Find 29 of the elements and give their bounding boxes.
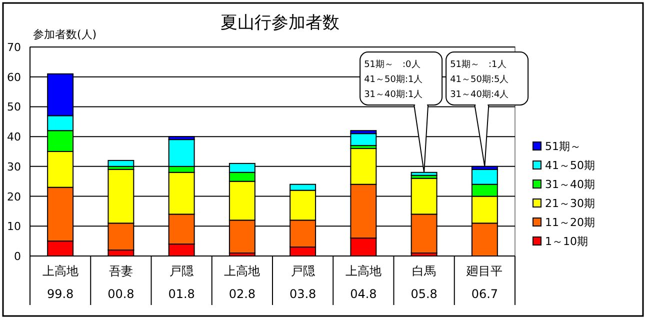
callout: 51期～ :0人 41～50期:1人 31～40期:1人 bbox=[360, 52, 443, 173]
y-tick-label: 60 bbox=[7, 70, 21, 84]
callout: 51期～ :1人 41～50期:5人 31～40期:4人 bbox=[446, 52, 529, 167]
y-tick-label: 50 bbox=[7, 100, 21, 114]
chart-title: 夏山行参加者数 bbox=[220, 13, 340, 33]
bar bbox=[410, 172, 438, 176]
y-tick-label: 20 bbox=[7, 190, 21, 204]
legend-label: 51期～ bbox=[545, 140, 581, 153]
x-tick-label: 吾妻 00.8 bbox=[108, 264, 134, 301]
x-tick-label: 戸隠 03.8 bbox=[289, 264, 316, 301]
legend-label: 11～20期 bbox=[545, 216, 595, 229]
legend-label: 41～50期 bbox=[545, 159, 595, 172]
x-tick-label: 上高地 04.8 bbox=[345, 264, 382, 301]
x-tick-label: 白馬 05.8 bbox=[410, 264, 438, 301]
y-axis-title: 参加者数(人) bbox=[33, 28, 97, 41]
x-tick-label: 廻目平 06.7 bbox=[466, 264, 503, 301]
annotation: 51期～ :0人 41～50期:1人 31～40期:1人 bbox=[364, 59, 423, 100]
y-tick-label: 10 bbox=[7, 220, 21, 234]
y-tick-label: 0 bbox=[14, 250, 21, 263]
y-tick-label: 70 bbox=[7, 41, 21, 54]
x-tick-label: 戸隠 01.8 bbox=[168, 264, 195, 301]
y-tick-label: 30 bbox=[7, 160, 21, 174]
legend-label: 31～40期 bbox=[545, 178, 595, 191]
annotation: 51期～ :1人 41～50期:5人 31～40期:4人 bbox=[450, 59, 509, 100]
legend-label: 1～10期 bbox=[545, 235, 588, 248]
x-tick-label: 上高地 02.8 bbox=[224, 264, 260, 301]
y-tick-label: 40 bbox=[7, 130, 21, 144]
legend-label: 21～30期 bbox=[545, 197, 595, 210]
x-tick-label: 上高地 99.8 bbox=[42, 264, 78, 301]
